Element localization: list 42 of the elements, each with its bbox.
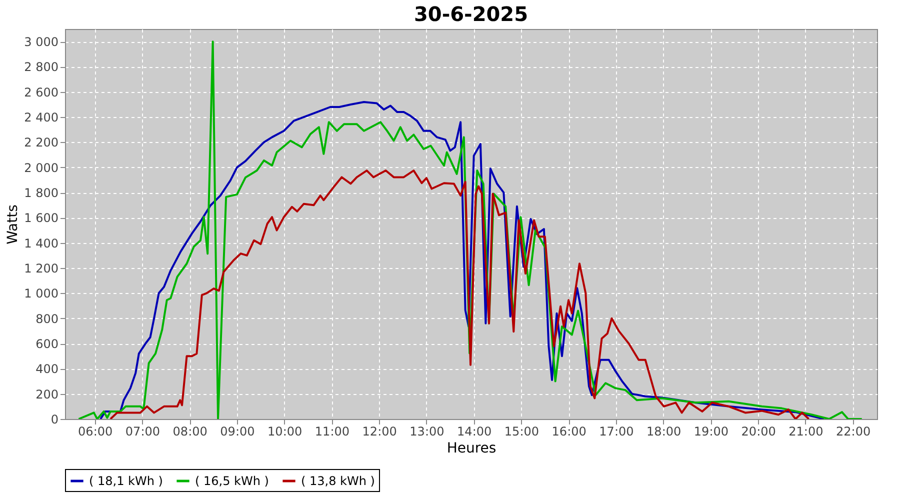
- legend-label: ( 13,8 kWh ): [301, 474, 375, 488]
- x-tick-label: 11:00: [314, 424, 350, 438]
- y-tick-label: 2 600: [24, 85, 58, 100]
- y-tick-label: 1 400: [24, 236, 58, 250]
- x-tick-label: 16:00: [552, 424, 586, 438]
- y-tick-label: 2 000: [24, 160, 58, 175]
- x-tick-label: 07:00: [125, 424, 160, 438]
- x-tick-label: 10:00: [268, 424, 302, 438]
- line-series: [78, 40, 863, 419]
- x-tick-label: 14:00: [457, 424, 492, 438]
- x-tick-label: 22:00: [836, 424, 871, 438]
- x-tick-label: 18:00: [646, 424, 682, 438]
- y-tick-label: 600: [36, 337, 58, 352]
- y-tick-label: 2 800: [24, 60, 58, 74]
- line-series: [100, 100, 825, 419]
- x-tick-label: 13:00: [410, 424, 444, 438]
- legend-label: ( 18,1 kWh ): [89, 474, 163, 488]
- y-tick-label: 1 000: [24, 286, 58, 301]
- x-tick-label: 06:00: [78, 424, 113, 438]
- chart-title: 30-6-2025: [414, 2, 528, 26]
- x-tick-label: 15:00: [504, 424, 540, 438]
- y-tick-label: 2 200: [24, 136, 58, 150]
- x-tick-label: 19:00: [694, 424, 729, 438]
- x-axis-title: Heures: [446, 440, 496, 456]
- x-tick-label: 08:00: [172, 424, 208, 438]
- legend-label: ( 16,5 kWh ): [195, 474, 269, 488]
- y-tick-label: 200: [36, 387, 58, 402]
- x-tick-label: 21:00: [788, 424, 824, 438]
- y-tick-label: 1 600: [24, 211, 58, 226]
- line-series: [109, 170, 810, 419]
- x-tick-label: 09:00: [220, 424, 255, 438]
- y-tick-label: 1 200: [24, 262, 58, 276]
- y-tick-label: 1 800: [24, 186, 58, 200]
- x-tick-label: 17:00: [599, 424, 634, 438]
- y-tick-label: 800: [36, 312, 58, 326]
- y-tick-label: 400: [36, 362, 58, 376]
- y-axis-title: Watts: [5, 204, 22, 244]
- x-tick-label: 12:00: [362, 424, 397, 438]
- y-tick-label: 3 000: [24, 35, 58, 50]
- x-tick-label: 20:00: [741, 424, 776, 438]
- y-tick-label: 0: [50, 412, 58, 426]
- y-tick-label: 2 400: [24, 110, 58, 125]
